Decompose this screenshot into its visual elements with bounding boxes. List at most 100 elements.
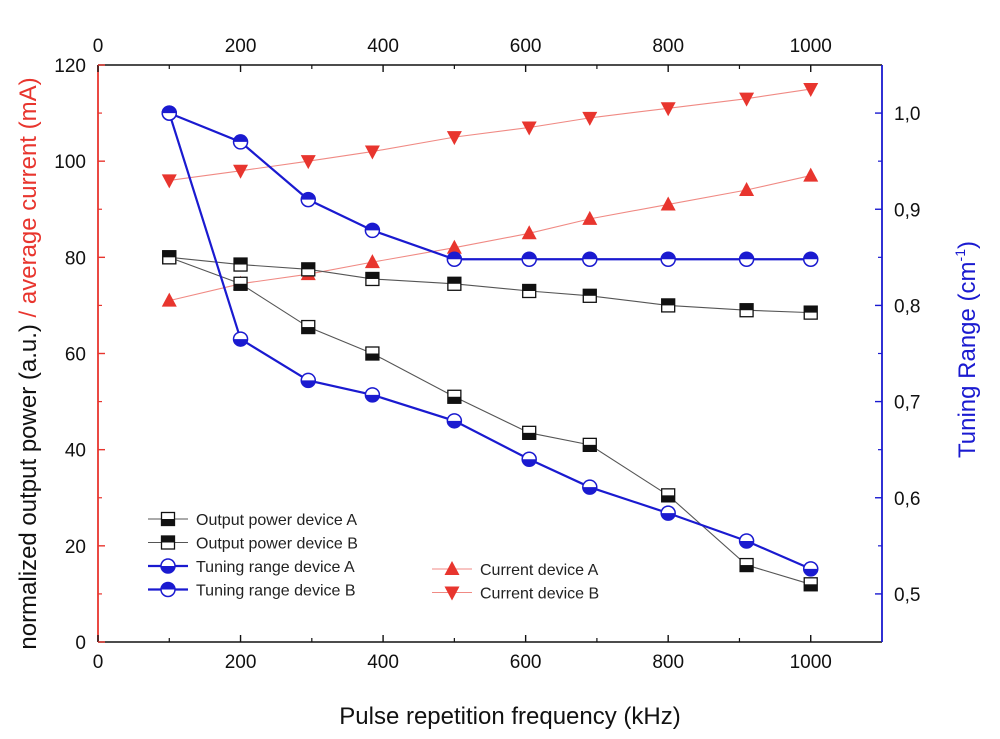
legend-marker bbox=[444, 586, 460, 601]
data-point bbox=[446, 251, 463, 268]
y-left-title-current: / average current (mA) bbox=[15, 77, 42, 324]
x-tick-label: 1000 bbox=[790, 652, 832, 673]
y-right-title-sup: -1 bbox=[952, 249, 968, 262]
top-x-tick-label: 800 bbox=[652, 36, 684, 57]
series-line bbox=[168, 112, 811, 261]
legend-marker bbox=[160, 558, 176, 574]
x-tick-label: 200 bbox=[225, 652, 257, 673]
data-point bbox=[233, 257, 248, 272]
data-point bbox=[582, 251, 598, 268]
x-tick-label: 600 bbox=[510, 652, 542, 673]
data-point bbox=[161, 174, 177, 189]
legend: Output power device A Output power device… bbox=[148, 511, 599, 603]
data-point bbox=[582, 288, 597, 303]
data-point bbox=[521, 451, 537, 468]
data-point bbox=[803, 577, 818, 592]
series-line bbox=[169, 175, 811, 302]
y-left-tick-label: 100 bbox=[54, 152, 86, 173]
top-x-tick-label: 400 bbox=[367, 36, 399, 57]
data-point bbox=[738, 251, 755, 268]
data-point bbox=[300, 155, 316, 170]
data-point bbox=[365, 346, 380, 361]
series-output-power-device-b bbox=[162, 250, 818, 320]
legend-item: Current device A bbox=[432, 561, 599, 579]
series-line bbox=[169, 256, 811, 585]
y-left-tick-label: 80 bbox=[65, 248, 86, 269]
data-point bbox=[739, 557, 754, 573]
data-point bbox=[803, 167, 819, 182]
data-point bbox=[803, 305, 818, 320]
data-point bbox=[582, 111, 598, 126]
x-axis-title: Pulse repetition frequency (kHz) bbox=[339, 703, 680, 730]
x-tick-label: 400 bbox=[367, 652, 399, 673]
data-point bbox=[364, 145, 380, 160]
y-left-tick-label: 20 bbox=[65, 537, 86, 558]
data-point bbox=[739, 92, 755, 107]
data-point bbox=[232, 331, 249, 347]
series-line bbox=[169, 256, 811, 314]
data-point bbox=[660, 251, 676, 268]
y-right-tick-label: 0,7 bbox=[894, 393, 920, 414]
legend-label: Output power device A bbox=[196, 512, 357, 529]
data-point bbox=[660, 505, 676, 521]
legend-label: Current device B bbox=[480, 586, 599, 603]
legend-item: Tuning range device A bbox=[148, 558, 355, 576]
legend-marker bbox=[444, 561, 460, 575]
data-point bbox=[582, 437, 597, 453]
legend-item: Tuning range device B bbox=[148, 581, 356, 600]
data-point bbox=[364, 254, 380, 269]
y-right-tick-label: 0,9 bbox=[894, 200, 920, 221]
data-point bbox=[232, 134, 249, 150]
y-left-axis-title: normalized output power (a.u.) / average… bbox=[15, 77, 42, 649]
legend-label: Tuning range device A bbox=[196, 559, 355, 576]
data-point bbox=[739, 303, 754, 318]
data-point bbox=[582, 479, 598, 495]
y-left-tick-label: 40 bbox=[65, 441, 86, 462]
data-point bbox=[365, 271, 380, 287]
series-line bbox=[168, 112, 812, 570]
top-x-tick-label: 600 bbox=[510, 36, 542, 57]
y-right-tick-label: 0,6 bbox=[894, 489, 920, 510]
data-point bbox=[521, 121, 537, 136]
data-point bbox=[364, 387, 381, 403]
y-right-tick-label: 0,8 bbox=[894, 296, 920, 317]
y-left-tick-label: 0 bbox=[75, 633, 86, 654]
y-right-tick-label: 0,5 bbox=[894, 585, 920, 606]
data-point bbox=[446, 131, 462, 146]
top-x-tick-label: 0 bbox=[93, 36, 104, 57]
data-point bbox=[300, 191, 317, 208]
x-tick-label: 0 bbox=[93, 652, 104, 673]
data-point bbox=[738, 533, 755, 549]
y-left-title-power: normalized output power (a.u.) bbox=[15, 324, 42, 650]
data-point bbox=[522, 283, 537, 299]
data-point bbox=[660, 102, 676, 117]
data-point bbox=[161, 292, 177, 307]
y-left-tick-label: 60 bbox=[65, 345, 86, 366]
legend-item: Output power device A bbox=[148, 511, 357, 529]
data-point bbox=[582, 210, 598, 225]
data-point bbox=[661, 298, 676, 313]
data-point bbox=[803, 83, 819, 98]
series-tuning-range-device-b bbox=[161, 105, 819, 268]
y-right-axis-title: Tuning Range (cm-1) bbox=[952, 241, 981, 458]
data-point bbox=[660, 196, 676, 211]
data-point bbox=[301, 319, 316, 335]
legend-label: Current device A bbox=[480, 562, 599, 579]
legend-marker bbox=[160, 511, 176, 527]
data-point bbox=[161, 105, 178, 121]
data-point bbox=[522, 425, 537, 440]
series-current-device-a bbox=[161, 167, 819, 307]
x-tick-label: 800 bbox=[652, 652, 684, 673]
legend-label: Tuning range device B bbox=[196, 583, 356, 600]
top-x-tick-label: 200 bbox=[225, 36, 257, 57]
data-point bbox=[446, 413, 463, 429]
data-point bbox=[233, 276, 248, 291]
y-left-tick-label: 120 bbox=[54, 56, 86, 77]
y-right-tick-label: 1,0 bbox=[894, 104, 920, 125]
data-point bbox=[162, 250, 177, 265]
data-point bbox=[802, 561, 819, 577]
series-tuning-range-device-a bbox=[161, 105, 819, 577]
data-point bbox=[661, 488, 676, 503]
data-point bbox=[301, 262, 316, 277]
legend-item: Output power device B bbox=[148, 535, 358, 553]
